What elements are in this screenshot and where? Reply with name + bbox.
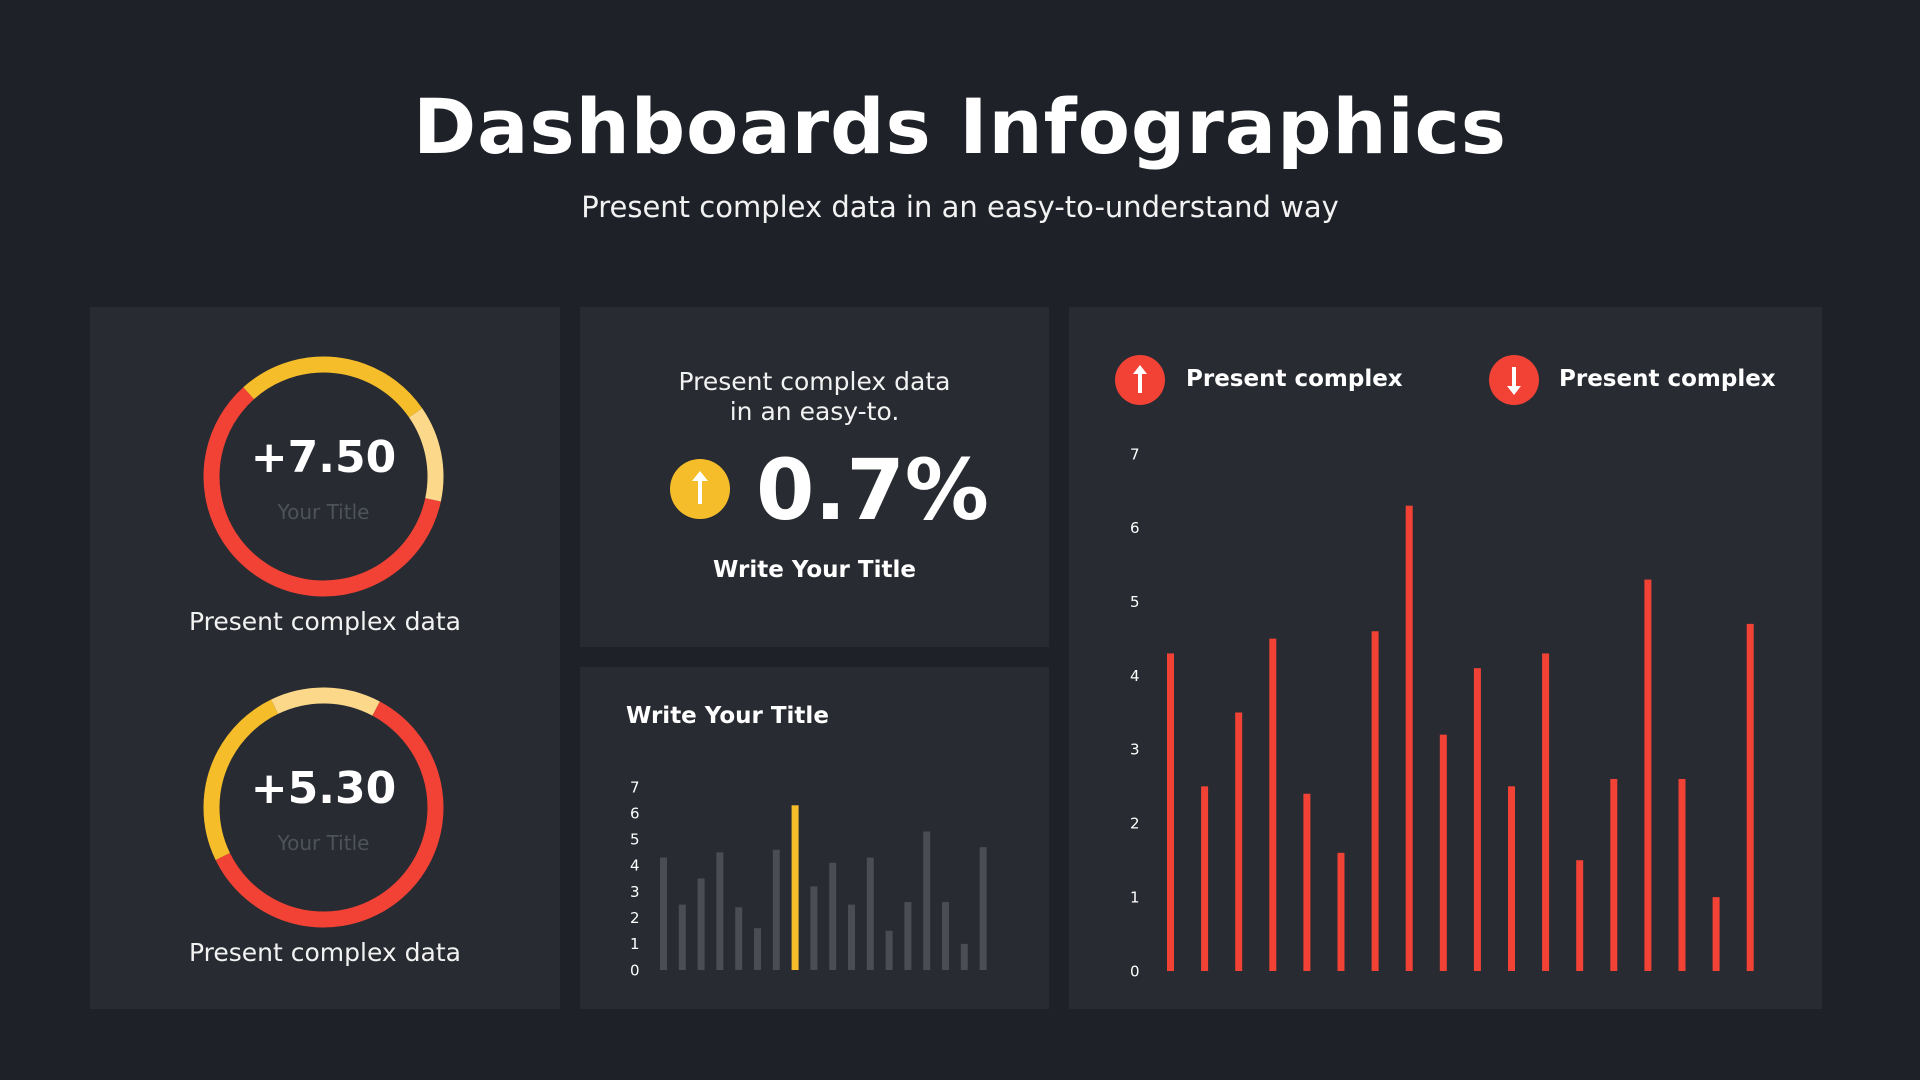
big-chart-bar bbox=[1337, 852, 1345, 971]
small-chart-bar bbox=[885, 930, 893, 970]
small-chart-y-tick: 3 bbox=[630, 883, 640, 901]
small-chart-y-tick: 5 bbox=[630, 831, 640, 849]
big-chart-y-tick: 7 bbox=[1130, 445, 1140, 463]
donut-panel: +7.50 Your Title Present complex data +5… bbox=[90, 307, 560, 1009]
donut-1-segment-3 bbox=[203, 356, 444, 597]
big-chart-y-tick: 2 bbox=[1130, 815, 1140, 833]
big-chart-bar bbox=[1712, 897, 1720, 971]
donut-subtitle-1: Your Title bbox=[277, 500, 370, 524]
small-chart-panel: Write Your Title 0 1 2 3 4 5 6 7 bbox=[580, 667, 1049, 1009]
small-chart-bar bbox=[735, 907, 743, 970]
big-chart-y-tick: 1 bbox=[1130, 888, 1140, 906]
small-chart-bar bbox=[772, 849, 780, 970]
big-chart-y-tick: 3 bbox=[1130, 741, 1140, 759]
donut-chart-2: +5.30 Your Title bbox=[201, 685, 446, 930]
small-chart-y-tick: 4 bbox=[630, 857, 640, 875]
big-chart-bar bbox=[1201, 786, 1209, 971]
big-chart-bar bbox=[1371, 631, 1379, 971]
small-chart-bar bbox=[979, 847, 987, 970]
donut-value-1: +7.50 bbox=[250, 432, 397, 483]
small-chart-y-tick: 6 bbox=[630, 804, 640, 822]
small-chart-bar bbox=[829, 862, 837, 970]
donut-1-segment-2 bbox=[203, 356, 444, 597]
big-chart-bar bbox=[1576, 860, 1584, 971]
small-chart-bar bbox=[942, 902, 949, 970]
small-bar-chart: 0 1 2 3 4 5 6 7 bbox=[630, 778, 987, 979]
page-title: Dashboards Infographics bbox=[413, 82, 1507, 171]
big-chart-bar bbox=[1644, 579, 1652, 971]
small-chart-bar bbox=[960, 943, 968, 970]
donut-chart-1: +7.50 Your Title bbox=[201, 354, 446, 599]
arrow-down-icon bbox=[1489, 355, 1539, 405]
small-chart-bar bbox=[810, 886, 818, 970]
donut-caption-1: Present complex data bbox=[189, 607, 461, 636]
donut-value-2: +5.30 bbox=[250, 763, 397, 814]
stat-description-line-2: in an easy-to. bbox=[729, 397, 900, 426]
big-chart-panel: Present complex Present complex 0 1 2 3 4 5 6 7 bbox=[1069, 307, 1822, 1009]
small-chart-bar bbox=[848, 904, 855, 970]
small-chart-y-tick: 1 bbox=[630, 935, 640, 953]
stat-description-line-1: Present complex data bbox=[678, 367, 951, 396]
small-chart-bar bbox=[697, 878, 705, 970]
arrow-up-icon bbox=[670, 459, 730, 519]
page-subtitle: Present complex data in an easy-to-under… bbox=[581, 190, 1339, 224]
big-chart-bar bbox=[1303, 793, 1311, 971]
small-chart-bar bbox=[904, 902, 912, 970]
stat-value: 0.7% bbox=[756, 441, 989, 539]
big-chart-bar bbox=[1167, 653, 1174, 971]
big-chart-bar bbox=[1439, 734, 1447, 971]
big-chart-bar bbox=[1508, 786, 1515, 971]
arrow-up-icon bbox=[1115, 355, 1165, 405]
big-chart-bar bbox=[1235, 712, 1243, 971]
big-chart-bar bbox=[1269, 638, 1277, 971]
stat-label: Write Your Title bbox=[713, 557, 916, 583]
small-chart-bar bbox=[678, 904, 686, 970]
donut-caption-2: Present complex data bbox=[189, 938, 461, 967]
small-chart-bar bbox=[923, 831, 931, 970]
stat-panel: Present complex data in an easy-to. 0.7%… bbox=[580, 307, 1049, 647]
donut-ring-1 bbox=[203, 356, 444, 597]
big-chart-bar bbox=[1746, 623, 1754, 971]
donut-subtitle-2: Your Title bbox=[277, 831, 370, 855]
big-chart-y-tick: 5 bbox=[1130, 593, 1140, 611]
big-chart-bar bbox=[1542, 653, 1550, 971]
big-chart-bar bbox=[1473, 668, 1481, 971]
donut-2-segment-3 bbox=[203, 687, 444, 928]
small-chart-y-tick: 7 bbox=[630, 778, 640, 796]
big-chart-y-tick: 0 bbox=[1130, 962, 1140, 980]
small-chart-y-tick: 0 bbox=[630, 961, 640, 979]
legend-label-down: Present complex bbox=[1559, 366, 1776, 392]
donut-ring-2 bbox=[203, 687, 444, 928]
legend-label-up: Present complex bbox=[1186, 366, 1403, 392]
small-chart-y-tick: 2 bbox=[630, 909, 640, 927]
stat-description: Present complex data in an easy-to. bbox=[580, 367, 1049, 427]
big-chart-bar bbox=[1678, 778, 1686, 971]
small-chart-bar bbox=[754, 928, 761, 970]
big-chart-bar bbox=[1610, 778, 1618, 971]
small-chart-title: Write Your Title bbox=[626, 703, 829, 729]
small-chart-bar bbox=[866, 857, 874, 970]
big-bar-chart: 0 1 2 3 4 5 6 7 bbox=[1130, 445, 1754, 980]
small-chart-bar bbox=[791, 805, 799, 970]
small-chart-bar bbox=[716, 852, 724, 970]
big-chart-y-tick: 4 bbox=[1130, 667, 1140, 685]
big-chart-bar bbox=[1405, 505, 1413, 971]
donut-2-segment-2 bbox=[203, 687, 444, 928]
small-chart-bar bbox=[660, 857, 667, 970]
big-chart-y-tick: 6 bbox=[1130, 519, 1140, 537]
